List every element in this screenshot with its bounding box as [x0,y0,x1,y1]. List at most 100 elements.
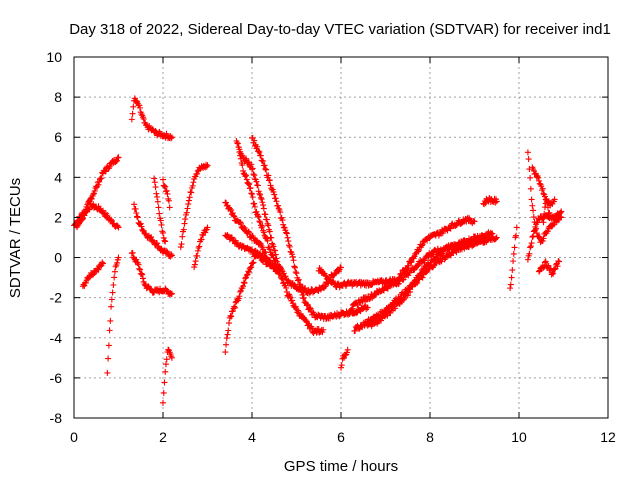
data-point-marker [163,356,170,363]
data-point-marker [540,219,547,226]
data-point-marker [269,240,276,247]
data-point-marker [290,257,297,264]
data-point-marker [272,257,279,264]
data-point-marker [306,304,313,311]
data-point-marker [226,320,233,327]
data-point-marker [185,201,192,208]
data-point-marker [249,165,256,172]
data-point-marker [135,261,142,268]
data-point-marker [234,139,241,146]
data-point-marker [136,102,143,109]
data-point-marker [237,155,244,162]
data-point-marker [276,270,283,277]
data-point-marker [268,234,275,241]
data-point-marker [536,268,543,275]
data-point-marker [111,274,118,281]
data-point-marker [263,166,270,173]
data-point-marker [194,252,201,259]
data-point-marker [273,198,280,205]
data-point-marker [257,191,264,198]
data-point-marker [271,247,278,254]
data-point-marker [265,172,272,179]
data-point-marker [540,190,547,197]
data-point-marker [528,196,535,203]
data-point-marker [235,144,242,151]
data-point-marker [182,216,189,223]
data-point-marker [407,288,414,295]
data-point-marker [551,196,558,203]
data-point-marker [403,266,410,273]
data-point-marker [242,173,249,180]
data-point-marker [249,166,255,173]
data-point-marker [204,224,211,231]
data-point-marker [274,263,281,270]
data-point-marker [266,228,273,235]
data-point-marker [240,283,247,290]
data-point-marker [115,254,122,261]
data-point-marker [162,238,169,245]
data-point-marker [227,312,234,319]
data-series-track [191,224,211,271]
x-tick-label: 8 [426,429,434,445]
data-point-marker [183,209,190,216]
data-point-marker [527,244,534,251]
data-point-marker [343,349,350,356]
data-point-marker [527,174,534,181]
data-point-marker [231,303,238,310]
data-point-marker [271,191,278,198]
data-point-marker [264,237,271,244]
data-point-marker [286,243,293,250]
data-point-marker [79,215,86,222]
data-point-marker [277,270,284,277]
data-point-marker [513,224,520,231]
data-point-marker [536,233,543,240]
data-point-marker [91,187,98,194]
data-point-marker [284,234,291,241]
data-point-marker [154,194,161,201]
data-point-marker [138,270,145,277]
data-point-marker [98,175,105,182]
data-point-marker [536,234,543,241]
data-point-marker [133,256,140,263]
data-point-marker [364,304,371,311]
data-point-marker [236,293,243,300]
data-point-marker [259,223,266,230]
data-point-marker [151,175,158,182]
data-point-marker [243,176,250,183]
data-point-marker [258,196,265,203]
data-series-track [160,176,173,211]
x-tick-label: 6 [337,429,345,445]
data-series-track [222,199,282,272]
y-tick-label: 0 [54,250,62,266]
data-point-marker [530,214,537,221]
x-tick-label: 12 [600,429,616,445]
data-point-marker [269,251,276,258]
data-point-marker [161,379,168,386]
data-point-marker [115,224,122,231]
data-point-marker [163,187,170,194]
data-point-marker [95,181,102,188]
data-point-marker [162,368,169,375]
data-point-marker [106,327,113,334]
data-point-marker [320,326,327,333]
data-point-marker [418,242,425,249]
data-point-marker [540,235,547,242]
data-point-marker [163,248,170,255]
data-point-marker [151,179,158,186]
data-series-track [79,259,106,290]
data-point-marker [129,249,136,256]
data-point-marker [181,220,188,227]
data-point-marker [304,301,311,308]
data-point-marker [398,272,405,279]
data-point-marker [246,269,253,276]
data-point-marker [546,209,553,216]
data-point-marker [234,140,241,147]
data-point-marker [283,229,290,236]
data-point-marker [543,195,550,202]
data-point-marker [154,240,161,247]
x-axis-ticks: 0 2 4 6 8 10 12 [70,57,616,445]
data-point-marker [139,275,146,282]
data-point-marker [455,217,462,224]
data-point-marker [251,172,258,179]
data-point-marker [90,191,97,198]
